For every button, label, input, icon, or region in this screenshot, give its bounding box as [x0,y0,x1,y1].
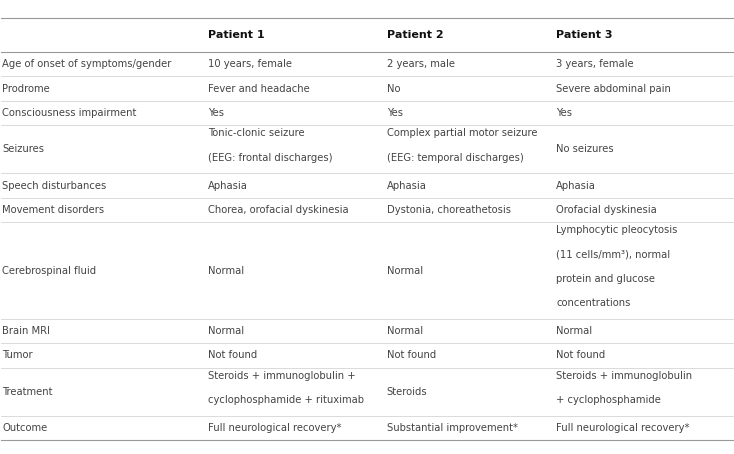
Text: Seizures: Seizures [2,144,44,154]
Text: Movement disorders: Movement disorders [2,205,104,215]
Text: Normal: Normal [208,326,244,336]
Text: Aphasia: Aphasia [208,181,247,191]
Text: (EEG: frontal discharges): (EEG: frontal discharges) [208,153,333,163]
Text: Normal: Normal [387,266,423,276]
Text: Treatment: Treatment [2,387,53,397]
Text: protein and glucose: protein and glucose [556,274,655,284]
Text: Steroids + immunoglobulin +: Steroids + immunoglobulin + [208,371,355,381]
Text: Aphasia: Aphasia [387,181,426,191]
Text: Age of onset of symptoms/gender: Age of onset of symptoms/gender [2,59,172,69]
Text: Fever and headache: Fever and headache [208,84,310,94]
Text: Full neurological recovery*: Full neurological recovery* [556,423,690,433]
Text: Normal: Normal [208,266,244,276]
Text: Normal: Normal [387,326,423,336]
Text: Not found: Not found [208,350,257,360]
Text: Aphasia: Aphasia [556,181,596,191]
Text: Severe abdominal pain: Severe abdominal pain [556,84,672,94]
Text: Dystonia, choreathetosis: Dystonia, choreathetosis [387,205,511,215]
Text: Normal: Normal [556,326,592,336]
Text: concentrations: concentrations [556,298,631,308]
Text: Not found: Not found [387,350,436,360]
Text: Orofacial dyskinesia: Orofacial dyskinesia [556,205,657,215]
Text: Patient 3: Patient 3 [556,30,613,40]
Text: Patient 2: Patient 2 [387,30,443,40]
Text: (11 cells/mm³), normal: (11 cells/mm³), normal [556,250,670,260]
Text: Not found: Not found [556,350,606,360]
Text: Outcome: Outcome [2,423,48,433]
Text: Yes: Yes [208,108,224,118]
Text: Cerebrospinal fluid: Cerebrospinal fluid [2,266,96,276]
Text: Lymphocytic pleocytosis: Lymphocytic pleocytosis [556,226,677,236]
Text: (EEG: temporal discharges): (EEG: temporal discharges) [387,153,523,163]
Text: Substantial improvement*: Substantial improvement* [387,423,517,433]
Text: Speech disturbances: Speech disturbances [2,181,106,191]
Text: 3 years, female: 3 years, female [556,59,634,69]
Text: Full neurological recovery*: Full neurological recovery* [208,423,341,433]
Text: Yes: Yes [387,108,403,118]
Text: Brain MRI: Brain MRI [2,326,50,336]
Text: 10 years, female: 10 years, female [208,59,291,69]
Text: No: No [387,84,400,94]
Text: Steroids + immunoglobulin: Steroids + immunoglobulin [556,371,692,381]
Text: Complex partial motor seizure: Complex partial motor seizure [387,128,537,138]
Text: Chorea, orofacial dyskinesia: Chorea, orofacial dyskinesia [208,205,349,215]
Text: Prodrome: Prodrome [2,84,50,94]
Text: + cyclophosphamide: + cyclophosphamide [556,395,661,405]
Text: Yes: Yes [556,108,573,118]
Text: No seizures: No seizures [556,144,614,154]
Text: cyclophosphamide + rituximab: cyclophosphamide + rituximab [208,395,364,405]
Text: Tonic-clonic seizure: Tonic-clonic seizure [208,128,305,138]
Text: Patient 1: Patient 1 [208,30,264,40]
Text: 2 years, male: 2 years, male [387,59,455,69]
Text: Steroids: Steroids [387,387,427,397]
Text: Consciousness impairment: Consciousness impairment [2,108,137,118]
Text: Tumor: Tumor [2,350,33,360]
